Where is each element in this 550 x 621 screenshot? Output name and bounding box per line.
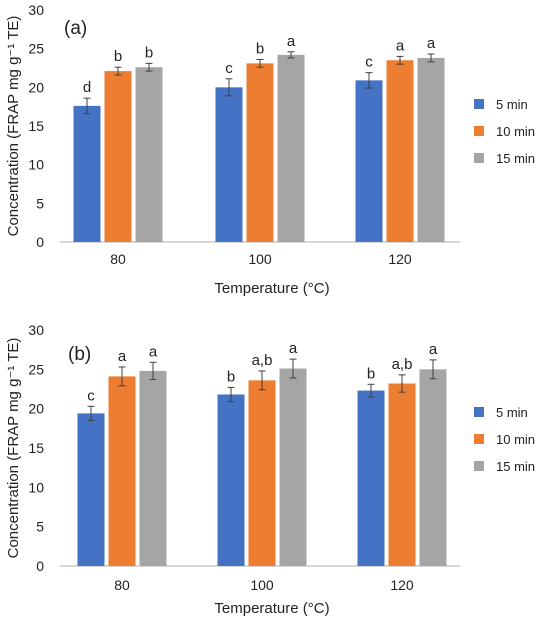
y-tick-label: 5 <box>36 195 44 211</box>
error-bar <box>429 359 437 380</box>
significance-label: b <box>256 40 264 57</box>
legend-label: 15 min <box>496 459 535 474</box>
y-tick-label: 20 <box>28 401 44 417</box>
error-bar <box>427 53 435 63</box>
bar <box>104 71 132 243</box>
error-bar <box>118 366 126 387</box>
error-bar <box>83 97 91 115</box>
y-tick-label: 5 <box>36 519 44 535</box>
y-tick-label: 25 <box>28 41 44 57</box>
error-bar <box>87 405 95 421</box>
error-bar <box>145 62 153 72</box>
bar <box>277 54 305 242</box>
bar <box>135 67 163 242</box>
y-tick-label: 20 <box>28 79 44 95</box>
legend-label: 15 min <box>496 151 535 166</box>
y-tick-label: 10 <box>28 479 44 495</box>
x-tick-label: 100 <box>250 577 274 593</box>
legend-label: 5 min <box>496 405 528 420</box>
legend-swatch <box>474 461 484 471</box>
error-bar <box>258 370 266 391</box>
panel-label: (a) <box>64 18 87 39</box>
bar <box>73 105 101 242</box>
x-tick-label: 80 <box>110 251 126 267</box>
x-tick-label: 80 <box>114 577 130 593</box>
legend-label: 5 min <box>496 97 528 112</box>
bar <box>279 368 307 566</box>
y-tick-label: 0 <box>36 558 44 574</box>
chart-panel-a: 0 5 10 15 20 25 30 Concentration (FRAP mg g⁻¹ T… <box>5 2 535 297</box>
significance-label: a <box>287 33 296 50</box>
bar <box>355 80 383 242</box>
error-bar <box>225 78 233 97</box>
error-bar <box>256 58 264 68</box>
significance-label: a <box>396 37 405 54</box>
error-bar <box>227 386 235 403</box>
significance-label: a <box>289 340 298 357</box>
error-bar <box>149 361 157 381</box>
x-tick-label: 120 <box>388 251 412 267</box>
error-bar <box>398 374 406 393</box>
bar <box>215 87 243 242</box>
x-axis-title: Temperature (°C) <box>214 600 329 617</box>
chart-panel-b: 0 5 10 15 20 25 30 Concentration (FRAP mg g⁻¹ T… <box>5 322 535 617</box>
legend-swatch <box>474 407 484 417</box>
bar <box>77 413 105 566</box>
y-tick-label: 15 <box>28 440 44 456</box>
significance-label: b <box>145 44 153 61</box>
y-axis-title: Concentration (FRAP mg g⁻¹ TE) <box>5 16 22 237</box>
legend-label: 10 min <box>496 124 535 139</box>
bar <box>417 57 445 242</box>
significance-label: b <box>114 48 122 65</box>
bar <box>386 60 414 243</box>
significance-label: d <box>83 79 91 96</box>
bar <box>139 370 167 566</box>
significance-label: a,b <box>392 356 413 373</box>
error-bar <box>287 51 295 59</box>
y-tick-label: 30 <box>28 322 44 338</box>
significance-label: a <box>149 343 158 360</box>
y-tick-label: 30 <box>28 2 44 18</box>
error-bar <box>367 383 375 398</box>
significance-label: b <box>367 365 375 382</box>
significance-label: c <box>365 54 373 71</box>
y-tick-label: 25 <box>28 361 44 377</box>
error-bar <box>289 358 297 379</box>
y-tick-label: 15 <box>28 118 44 134</box>
bar <box>388 383 416 566</box>
legend-swatch <box>474 99 484 109</box>
significance-label: c <box>87 387 95 404</box>
error-bar <box>365 72 373 89</box>
bar <box>217 394 245 566</box>
y-tick-label: 0 <box>36 234 44 250</box>
significance-label: c <box>225 60 233 77</box>
significance-label: a <box>118 348 127 365</box>
panel-label: (b) <box>68 344 91 365</box>
significance-label: a,b <box>252 352 273 369</box>
x-axis-title: Temperature (°C) <box>214 280 329 297</box>
y-axis-title: Concentration (FRAP mg g⁻¹ TE) <box>5 338 22 559</box>
error-bar <box>114 66 122 76</box>
bar <box>419 369 447 566</box>
legend-swatch <box>474 153 484 163</box>
significance-label: b <box>227 368 235 385</box>
legend-label: 10 min <box>496 432 535 447</box>
bar <box>357 390 385 566</box>
bar <box>248 380 276 566</box>
bar <box>108 376 136 566</box>
significance-label: a <box>427 35 436 52</box>
x-tick-label: 120 <box>390 577 414 593</box>
x-tick-label: 100 <box>248 251 272 267</box>
legend-swatch <box>474 126 484 136</box>
bar <box>246 63 274 242</box>
legend-swatch <box>474 434 484 444</box>
error-bar <box>396 55 404 65</box>
y-tick-label: 10 <box>28 157 44 173</box>
significance-label: a <box>429 341 438 358</box>
